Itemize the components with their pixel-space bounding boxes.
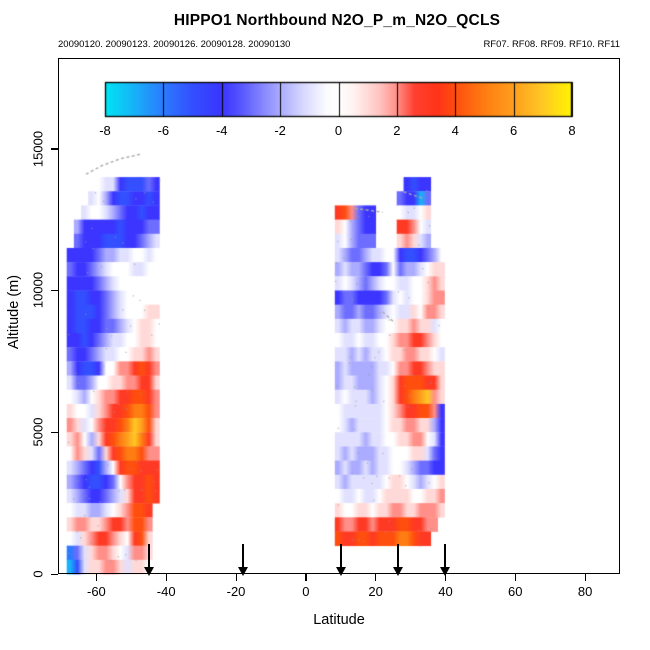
arrow-stem: [242, 544, 244, 568]
y-tick-label: 15000: [30, 130, 46, 167]
x-tick: [165, 574, 167, 581]
y-tick-label: 10000: [30, 272, 46, 309]
y-tick: [51, 289, 58, 292]
flight-endpoint-arrow: [335, 544, 346, 576]
subtitle-flight-numbers: RF07. RF08. RF09. RF10. RF11: [483, 39, 620, 50]
arrow-stem: [397, 544, 400, 568]
arrow-head-icon: [393, 567, 404, 576]
page-title: HIPPO1 Northbound N2O_P_m_N2O_QCLS: [173, 12, 501, 29]
colorbar-tick-label: -4: [215, 123, 228, 138]
x-tick: [305, 574, 307, 581]
flight-endpoint-arrow: [238, 544, 248, 576]
y-tick: [51, 148, 58, 150]
colorbar-tick-label: -8: [99, 123, 111, 138]
x-axis-label: Latitude: [313, 612, 365, 628]
y-tick-label: 0: [30, 570, 46, 578]
colorbar-tick-label: -6: [157, 123, 170, 138]
arrow-head-icon: [143, 567, 154, 576]
colorbar-tick-label: 8: [568, 123, 576, 138]
y-tick: [51, 573, 58, 575]
arrow-head-icon: [440, 567, 451, 576]
y-axis-label: Altitude (m): [6, 274, 22, 350]
x-tick: [375, 574, 377, 581]
flight-endpoint-arrow: [440, 544, 451, 576]
flight-endpoint-arrow: [143, 544, 154, 576]
colorbar-tick-label: 4: [451, 123, 459, 138]
y-tick-label: 5000: [30, 417, 46, 447]
colorbar-tick-label: 6: [510, 123, 518, 138]
colorbar-tick-label: 2: [393, 123, 401, 138]
x-tick-label: 20: [368, 584, 383, 599]
x-tick: [584, 574, 586, 581]
colorbar-tick-label: 0: [334, 123, 343, 138]
x-tick-label: 60: [508, 584, 523, 599]
subtitle-flight-dates: 20090120. 20090123. 20090126. 20090128. …: [58, 39, 291, 50]
x-tick: [235, 574, 237, 581]
x-tick-label: -20: [226, 584, 246, 599]
x-tick-label: 40: [438, 584, 453, 599]
flight-endpoint-arrow: [393, 544, 404, 576]
arrow-head-icon: [238, 567, 248, 576]
x-tick: [95, 574, 98, 581]
x-tick-label: 80: [577, 584, 593, 599]
x-tick-label: -40: [156, 584, 176, 599]
x-tick-label: -60: [86, 584, 106, 599]
arrow-stem: [147, 544, 150, 568]
x-tick-label: 0: [302, 584, 310, 599]
x-tick: [444, 574, 447, 581]
arrow-stem: [339, 544, 342, 568]
arrow-stem: [444, 544, 447, 568]
arrow-head-icon: [335, 567, 346, 576]
x-tick: [514, 574, 517, 581]
colorbar-tick-label: -2: [274, 123, 286, 138]
y-tick: [51, 431, 58, 434]
